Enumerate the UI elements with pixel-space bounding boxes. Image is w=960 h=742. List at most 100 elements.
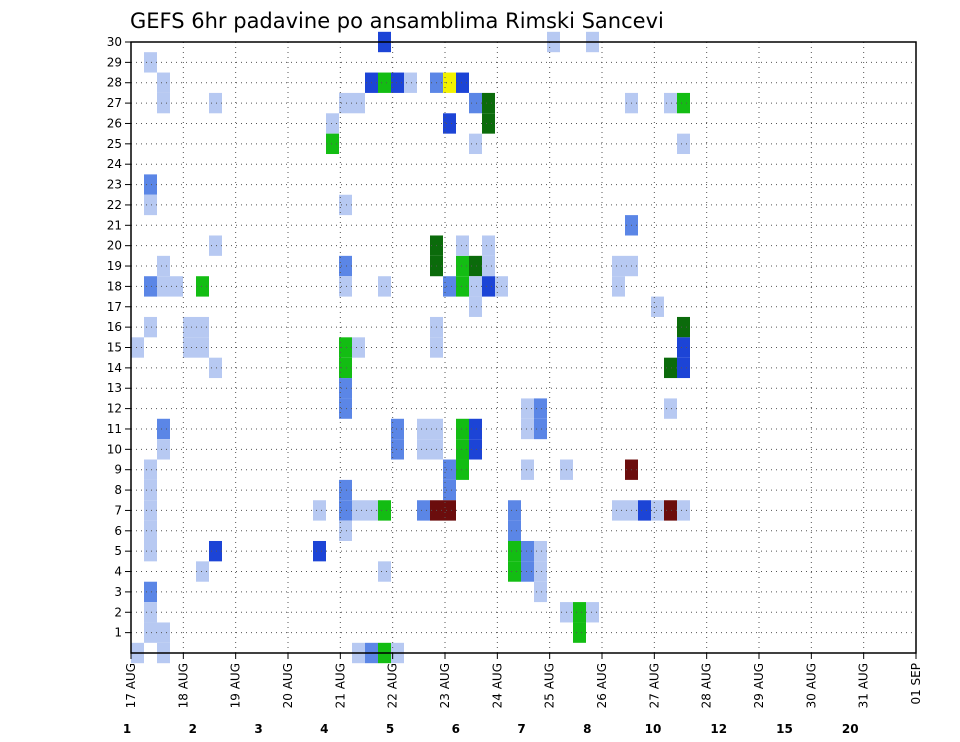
heatmap-cell <box>534 561 547 582</box>
heatmap-cell <box>339 520 352 541</box>
legend-label: 6 <box>452 722 460 736</box>
legend-label: 12 <box>710 722 727 736</box>
heatmap-cell <box>469 418 482 440</box>
heatmap-cell <box>339 337 352 358</box>
heatmap-cell <box>157 72 170 93</box>
y-tick-label: 24 <box>107 157 122 171</box>
x-tick-label: 31 AUG <box>857 663 871 708</box>
x-tick-label: 29 AUG <box>752 663 766 708</box>
y-tick-label: 5 <box>114 544 122 558</box>
x-tick-label: 21 AUG <box>333 663 347 708</box>
y-tick-label: 22 <box>107 198 122 212</box>
x-tick-label: 17 AUG <box>124 663 138 708</box>
heatmap-cell <box>456 439 469 460</box>
y-tick-label: 9 <box>114 463 122 477</box>
y-tick-label: 27 <box>107 96 122 110</box>
legend-label: 4 <box>320 722 328 736</box>
heatmap-cell <box>482 276 495 297</box>
legend-label: 7 <box>517 722 525 736</box>
y-tick-label: 29 <box>107 55 122 69</box>
heatmap-cell <box>612 255 625 277</box>
heatmap-cell <box>378 561 391 582</box>
heatmap-cell <box>326 113 339 134</box>
heatmap-cell <box>144 540 157 562</box>
y-tick-label: 17 <box>107 300 122 314</box>
x-tick-label: 23 AUG <box>438 663 452 708</box>
x-tick-label: 18 AUG <box>176 663 190 708</box>
chart-title: GEFS 6hr padavine po ansamblima Rimski S… <box>130 9 664 33</box>
heatmap-cell <box>339 500 352 521</box>
heatmap-cell <box>326 133 339 155</box>
heatmap-cell <box>677 337 690 358</box>
heatmap-cell <box>456 72 469 93</box>
x-tick-label: 24 AUG <box>490 663 504 708</box>
heatmap-cell <box>209 357 222 379</box>
heatmap-cell <box>339 255 352 277</box>
heatmap-cell <box>508 500 521 521</box>
heatmap-cell <box>573 602 586 623</box>
x-tick-label: 27 AUG <box>647 663 661 708</box>
y-tick-label: 1 <box>114 626 122 640</box>
x-tick-label: 25 AUG <box>543 663 557 708</box>
heatmap-cell <box>469 92 482 114</box>
heatmap-cell <box>612 276 625 297</box>
heatmap-cell <box>573 622 586 643</box>
heatmap-cell <box>339 194 352 216</box>
heatmap-cell <box>443 479 456 501</box>
heatmap-cell <box>391 72 404 93</box>
heatmap-cell <box>144 276 157 297</box>
heatmap-cell <box>352 92 365 114</box>
heatmap-cell <box>339 378 352 399</box>
heatmap-cell <box>417 418 430 440</box>
heatmap-cell <box>521 418 534 440</box>
x-tick-label: 01 SEP <box>909 663 923 705</box>
heatmap-cell <box>391 418 404 440</box>
legend-label: 5 <box>386 722 394 736</box>
heatmap-cell <box>443 500 456 521</box>
heatmap-cell <box>508 520 521 541</box>
heatmap-cell <box>144 602 157 623</box>
heatmap-cell <box>209 92 222 114</box>
heatmap-cell <box>339 276 352 297</box>
legend-label: 3 <box>254 722 262 736</box>
heatmap-cell <box>313 500 326 521</box>
heatmap-cell <box>183 316 196 338</box>
heatmap-cell <box>378 276 391 297</box>
heatmap-cell <box>482 113 495 134</box>
heatmap-cell <box>378 72 391 93</box>
heatmap-cell <box>534 581 547 603</box>
heatmap-cell <box>521 459 534 480</box>
heatmap-cell <box>209 235 222 256</box>
x-tick-label: 22 AUG <box>386 663 400 708</box>
heatmap-cell <box>456 255 469 277</box>
y-tick-label: 2 <box>114 605 122 619</box>
heatmap-cell <box>183 337 196 358</box>
y-tick-label: 6 <box>114 524 122 538</box>
heatmap-cell <box>677 357 690 379</box>
heatmap-cell <box>131 337 144 358</box>
x-ticks: 17 AUG 18 AUG 19 AUG 20 AUG 21 AUG 22 AUG 23 A… <box>124 653 923 708</box>
heatmap-cell <box>417 439 430 460</box>
heatmap-cell <box>339 357 352 379</box>
heatmap-cell <box>521 561 534 582</box>
y-ticks: 1234567891011121314151617181920212223242… <box>107 35 131 640</box>
heatmap-cell <box>612 500 625 521</box>
heatmap-cell <box>469 255 482 277</box>
heatmap-cell <box>482 255 495 277</box>
heatmap-cell <box>677 133 690 155</box>
y-tick-label: 15 <box>107 341 122 355</box>
legend-label: 20 <box>842 722 859 736</box>
heatmap-cell <box>196 337 209 358</box>
heatmap-cell <box>209 540 222 562</box>
y-tick-label: 4 <box>114 565 122 579</box>
y-tick-label: 14 <box>107 361 122 375</box>
heatmap-cell <box>469 276 482 297</box>
y-tick-label: 20 <box>107 239 122 253</box>
y-tick-label: 23 <box>107 178 122 192</box>
heatmap-cell <box>157 439 170 460</box>
heatmap-cell <box>651 296 664 317</box>
heatmap-cell <box>521 540 534 562</box>
heatmap-cell <box>144 520 157 541</box>
grid-layer <box>131 41 916 653</box>
